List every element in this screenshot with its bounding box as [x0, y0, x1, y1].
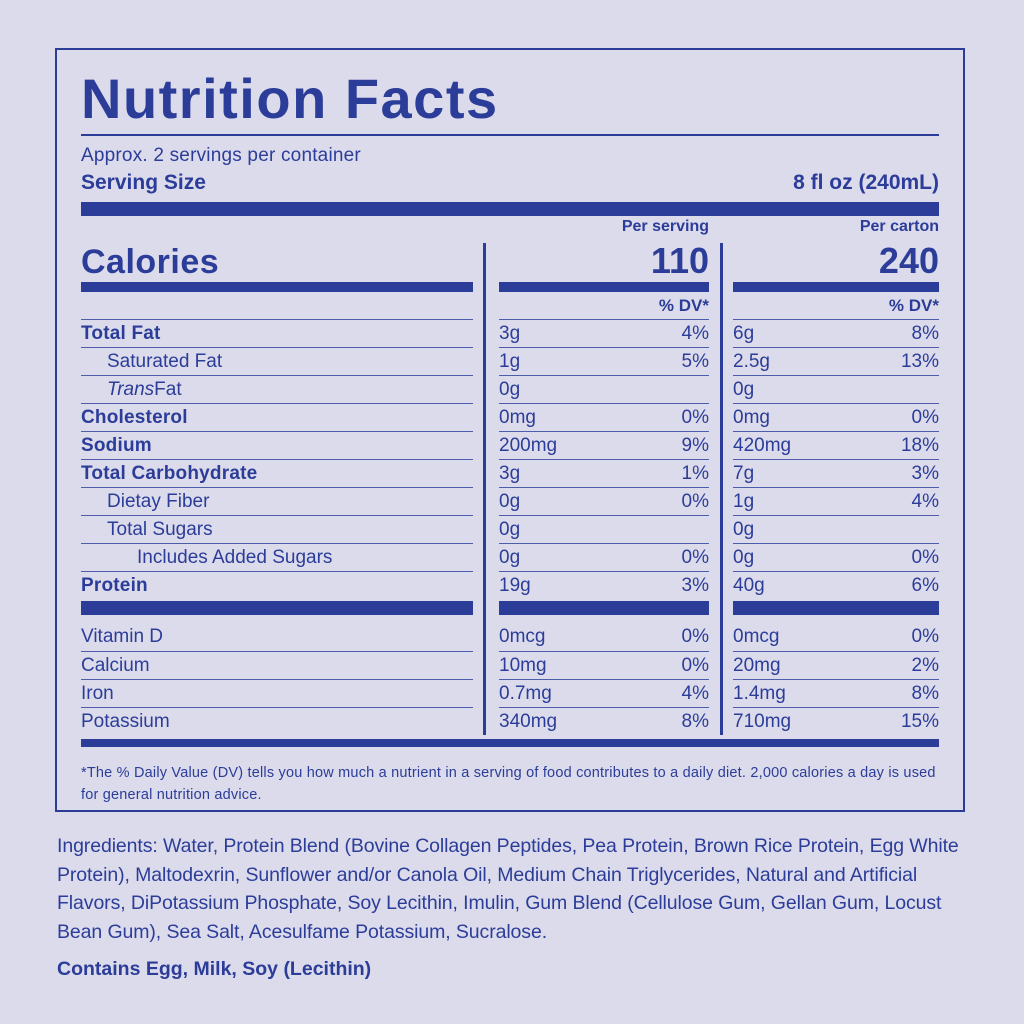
micronutrient-row-calcium: Calcium 10mg 0% 20mg 2%: [81, 651, 939, 679]
nutrient-row-protein: Protein 19g 3% 40g 6%: [81, 571, 939, 599]
thick-separator-bar: [81, 202, 939, 216]
bottom-separator-bar: [81, 739, 939, 747]
ingredients-paragraph: Ingredients: Water, Protein Blend (Bovin…: [57, 835, 959, 943]
calories-per-carton-value: 240: [878, 240, 939, 281]
nutrient-row-total-sugars: Total Sugars 0g 0g: [81, 515, 939, 543]
dv-header-carton: % DV*: [888, 295, 939, 315]
title-divider: [81, 134, 939, 136]
column-divider-left: [483, 243, 486, 735]
nutrient-row-total-fat: Total Fat 3g 4% 6g 8%: [81, 319, 939, 347]
column-divider-right: [720, 243, 723, 735]
nutrient-row-trans-fat: Trans Fat 0g 0g: [81, 375, 939, 403]
per-carton-label: Per carton: [859, 218, 939, 235]
nutrition-facts-panel: Nutrition Facts Approx. 2 servings per c…: [55, 48, 965, 812]
nutrient-row-sodium: Sodium 200mg 9% 420mg 18%: [81, 431, 939, 459]
servings-per-container: Approx. 2 servings per container: [81, 145, 361, 166]
calories-header-row: Calories Per serving 110 Per carton 240: [81, 218, 939, 280]
nutrient-row-total-carbohydrate: Total Carbohydrate 3g 1% 7g 3%: [81, 459, 939, 487]
serving-size-value: 8 fl oz (240mL): [793, 171, 939, 194]
protein-underline-bars: [81, 601, 939, 615]
micronutrient-row-vitamin-d: Vitamin D 0mcg 0% 0mcg 0%: [81, 626, 939, 647]
allergen-contains-statement: Contains Egg, Milk, Soy (Lecithin): [57, 958, 372, 980]
daily-value-footnote: *The % Daily Value (DV) tells you how mu…: [81, 765, 936, 804]
per-serving-column-header: Per serving 110: [499, 218, 709, 280]
micronutrient-row-potassium: Potassium 340mg 8% 710mg 15%: [81, 707, 939, 735]
calories-underline-bars: [81, 282, 939, 292]
serving-size-row: Serving Size 8 fl oz (240mL): [81, 170, 939, 196]
per-serving-label: Per serving: [621, 218, 709, 235]
nutrient-row-dietary-fiber: Dietay Fiber 0g 0% 1g 4%: [81, 487, 939, 515]
micronutrients-section: Vitamin D 0mcg 0% 0mcg 0% Calcium 10mg 0% 2…: [81, 623, 939, 735]
dv-header-row: % DV* % DV*: [81, 292, 939, 319]
serving-size-label: Serving Size: [81, 171, 206, 194]
dv-header-serving: % DV*: [658, 295, 709, 315]
nutrient-row-added-sugars: Includes Added Sugars 0g 0% 0g 0%: [81, 543, 939, 571]
per-carton-column-header: Per carton 240: [733, 218, 939, 280]
nutrient-row-saturated-fat: Saturated Fat 1g 5% 2.5g 13%: [81, 347, 939, 375]
calories-per-serving-value: 110: [650, 240, 709, 281]
calories-label: Calories: [81, 243, 220, 281]
nutrient-row-cholesterol: Cholesterol 0mg 0% 0mg 0%: [81, 403, 939, 431]
nutrition-facts-title: Nutrition Facts: [81, 67, 499, 130]
micronutrient-row-iron: Iron 0.7mg 4% 1.4mg 8%: [81, 679, 939, 707]
